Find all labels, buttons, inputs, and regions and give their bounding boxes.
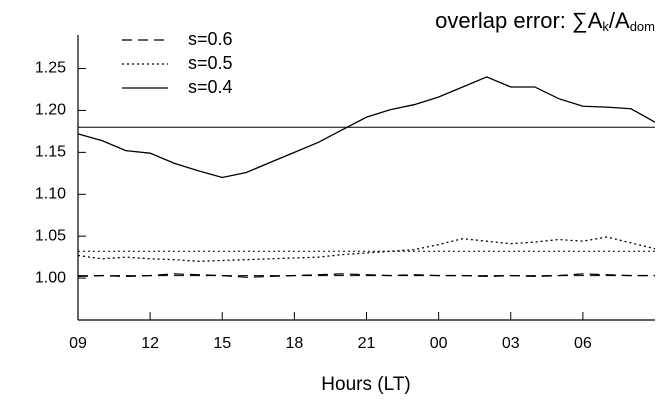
x-tick-label: 06 (574, 335, 592, 352)
series-line (77, 76, 656, 179)
x-tick-label: 18 (285, 335, 303, 352)
y-tick-label: 1.10 (35, 185, 66, 202)
x-tick-label: 03 (502, 335, 520, 352)
series-line (77, 236, 656, 262)
title-sub: dom (630, 19, 655, 34)
series-line (77, 273, 655, 278)
legend-label: s=0.6 (188, 29, 233, 49)
x-axis-label: Hours (LT) (321, 374, 410, 395)
x-tick-label: 09 (69, 335, 87, 352)
y-tick-label: 1.25 (35, 60, 66, 77)
y-tick-label: 1.15 (35, 144, 66, 161)
title-part: /A (609, 8, 630, 33)
legend-label: s=0.4 (188, 77, 233, 97)
title-part: overlap error: ∑A (435, 8, 603, 33)
title-sub: k (602, 19, 609, 34)
chart-title: overlap error: ∑Ak/Adom (435, 8, 655, 35)
x-tick-label: 15 (213, 335, 231, 352)
x-tick-label: 21 (358, 335, 376, 352)
legend-label: s=0.5 (188, 53, 233, 73)
y-tick-label: 1.20 (35, 102, 66, 119)
y-tick-label: 1.05 (35, 227, 66, 244)
x-tick-label: 00 (430, 335, 448, 352)
x-tick-label: 12 (141, 335, 159, 352)
y-tick-label: 1.00 (35, 269, 66, 286)
